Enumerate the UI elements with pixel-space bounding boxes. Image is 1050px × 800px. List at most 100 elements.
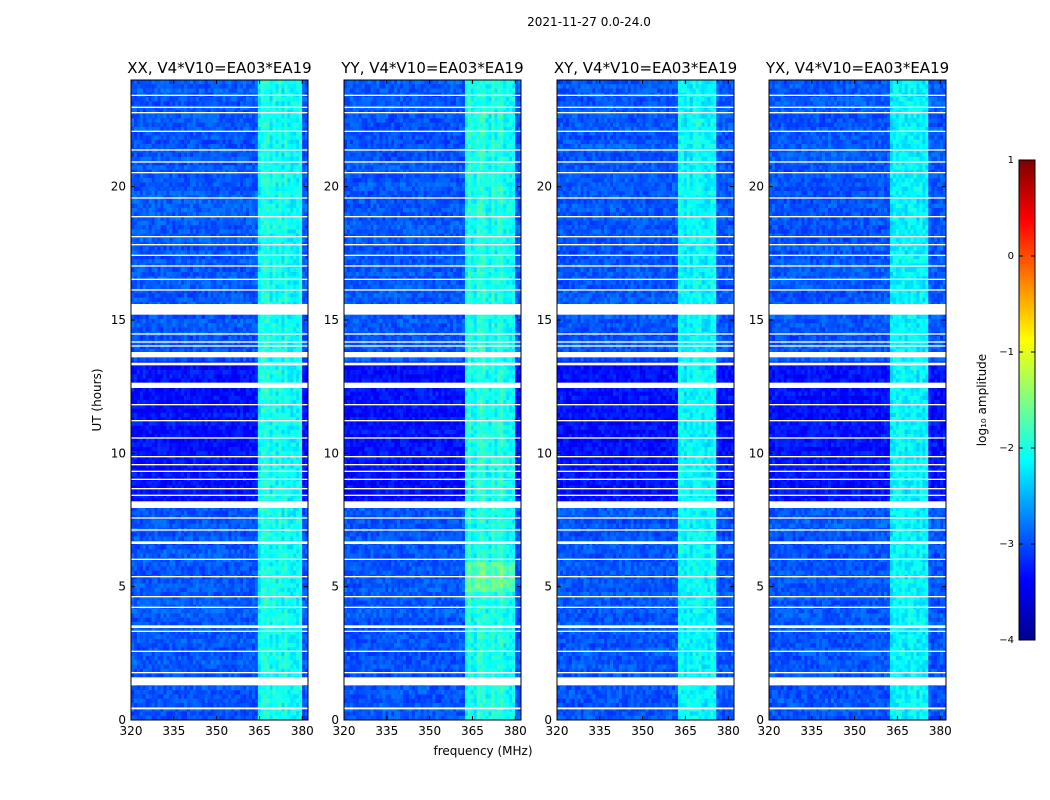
y-tick-label: 5 bbox=[331, 580, 339, 594]
flagged-row bbox=[557, 216, 734, 218]
flagged-row bbox=[769, 596, 946, 598]
flagged-row bbox=[344, 289, 521, 291]
flagged-row bbox=[344, 304, 521, 315]
flagged-row bbox=[557, 254, 734, 256]
flagged-row bbox=[344, 677, 521, 686]
colorbar-label: log₁₀ amplitude bbox=[975, 354, 989, 446]
y-tick-label: 20 bbox=[537, 180, 552, 194]
flagged-row bbox=[131, 352, 308, 358]
flagged-row bbox=[344, 707, 521, 710]
x-tick-label: 335 bbox=[588, 724, 611, 738]
y-tick-label: 10 bbox=[324, 446, 339, 460]
flagged-row bbox=[557, 596, 734, 598]
flagged-row bbox=[131, 161, 308, 163]
flagged-row bbox=[344, 456, 521, 458]
panel-heatmap bbox=[557, 80, 734, 720]
flagged-row bbox=[131, 501, 308, 508]
flagged-row bbox=[769, 197, 946, 199]
y-tick-label: 10 bbox=[537, 446, 552, 460]
flagged-row bbox=[769, 456, 946, 458]
flagged-row bbox=[131, 650, 308, 652]
flagged-row bbox=[131, 149, 308, 151]
flagged-row bbox=[557, 420, 734, 422]
flagged-row bbox=[131, 130, 308, 132]
y-tick-label: 20 bbox=[749, 180, 764, 194]
flagged-row bbox=[557, 94, 734, 96]
flagged-row bbox=[769, 470, 946, 472]
flagged-row bbox=[131, 625, 308, 628]
flagged-row bbox=[769, 333, 946, 335]
flagged-row bbox=[131, 278, 308, 280]
figure-title: 2021-11-27 0.0-24.0 bbox=[527, 15, 651, 29]
flagged-row bbox=[557, 437, 734, 439]
flagged-row bbox=[344, 352, 521, 358]
flagged-row bbox=[557, 494, 734, 496]
flagged-row bbox=[769, 149, 946, 151]
flagged-row bbox=[769, 404, 946, 406]
y-tick-label: 0 bbox=[331, 713, 339, 727]
flagged-row bbox=[557, 172, 734, 174]
flagged-row bbox=[344, 106, 521, 108]
flagged-row bbox=[344, 130, 521, 132]
flagged-row bbox=[557, 278, 734, 280]
flagged-row bbox=[131, 517, 308, 519]
y-tick-label: 5 bbox=[756, 580, 764, 594]
y-tick-label: 15 bbox=[111, 313, 126, 327]
flagged-row bbox=[344, 529, 521, 531]
flagged-row bbox=[131, 94, 308, 96]
panel-title: XY, V4*V10=EA03*EA19 bbox=[554, 59, 737, 77]
colorbar-tick-label: −2 bbox=[999, 443, 1014, 454]
flagged-row bbox=[769, 494, 946, 496]
flagged-row bbox=[344, 650, 521, 652]
flagged-row bbox=[344, 420, 521, 422]
x-tick-label: 380 bbox=[717, 724, 740, 738]
flagged-row bbox=[769, 672, 946, 674]
flagged-row bbox=[131, 106, 308, 108]
panel-2: YY, V4*V10=EA03*EA19 320 335 350 365 380 0 5 10 1… bbox=[324, 59, 527, 738]
flagged-row bbox=[344, 625, 521, 628]
x-tick-label: 350 bbox=[205, 724, 228, 738]
flagged-row bbox=[557, 106, 734, 108]
flagged-row bbox=[769, 341, 946, 343]
flagged-row bbox=[557, 576, 734, 578]
x-tick-label: 380 bbox=[504, 724, 527, 738]
flagged-row bbox=[344, 672, 521, 674]
colorbar-gradient bbox=[1018, 159, 1036, 641]
flagged-row bbox=[131, 362, 308, 366]
flagged-row bbox=[131, 172, 308, 174]
y-tick-label: 0 bbox=[544, 713, 552, 727]
flagged-row bbox=[344, 596, 521, 598]
flagged-row bbox=[344, 541, 521, 544]
flagged-row bbox=[557, 558, 734, 560]
flagged-row bbox=[557, 289, 734, 291]
flagged-row bbox=[557, 382, 734, 388]
flagged-row bbox=[131, 456, 308, 458]
flagged-row bbox=[769, 94, 946, 96]
y-tick-label: 15 bbox=[537, 313, 552, 327]
flagged-row bbox=[344, 278, 521, 280]
x-tick-label: 365 bbox=[674, 724, 697, 738]
panel-heatmap bbox=[344, 80, 521, 720]
flagged-row bbox=[344, 470, 521, 472]
flagged-row bbox=[769, 464, 946, 466]
flagged-row bbox=[769, 244, 946, 246]
flagged-row bbox=[131, 197, 308, 199]
flagged-row bbox=[557, 478, 734, 480]
panel-frame bbox=[130, 79, 309, 721]
flagged-row bbox=[344, 478, 521, 480]
x-tick-label: 350 bbox=[843, 724, 866, 738]
flagged-row bbox=[557, 630, 734, 632]
flagged-row bbox=[131, 596, 308, 598]
flagged-row bbox=[131, 333, 308, 335]
flagged-row bbox=[769, 576, 946, 578]
flagged-row bbox=[769, 437, 946, 439]
flagged-row bbox=[557, 304, 734, 315]
flagged-row bbox=[131, 420, 308, 422]
y-tick-label: 5 bbox=[544, 580, 552, 594]
x-tick-label: 335 bbox=[375, 724, 398, 738]
flagged-row bbox=[769, 488, 946, 490]
x-tick-label: 320 bbox=[758, 724, 781, 738]
y-tick-label: 0 bbox=[756, 713, 764, 727]
flagged-row bbox=[557, 265, 734, 267]
